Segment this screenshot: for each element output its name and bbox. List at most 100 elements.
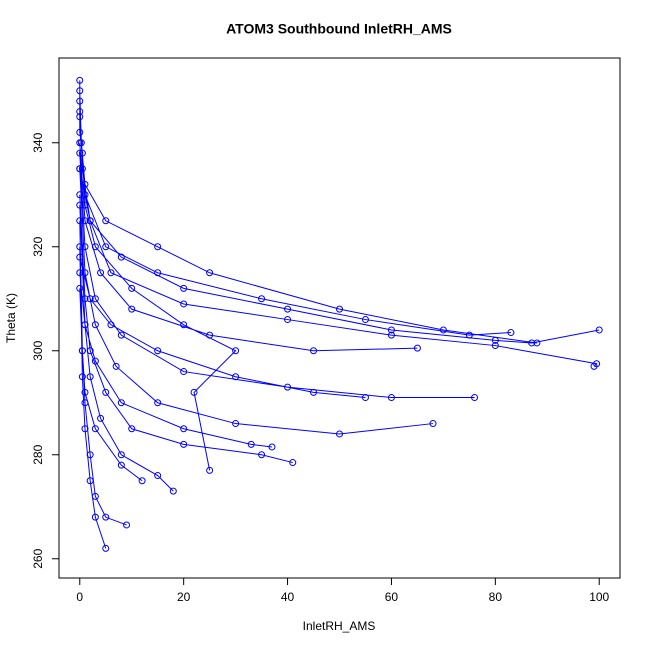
point	[76, 76, 84, 84]
point	[86, 347, 94, 355]
point	[154, 347, 162, 355]
point	[91, 513, 99, 521]
point	[76, 165, 84, 173]
point	[247, 440, 255, 448]
point	[76, 97, 84, 105]
point	[97, 269, 105, 277]
point	[507, 329, 515, 337]
x-tick-label: 80	[489, 590, 503, 604]
point	[117, 451, 125, 459]
point	[107, 269, 115, 277]
point	[336, 305, 343, 313]
point	[76, 87, 84, 95]
point	[81, 295, 89, 303]
point	[533, 339, 541, 347]
point	[112, 362, 120, 370]
point	[232, 373, 240, 381]
point	[76, 113, 84, 121]
point	[102, 544, 110, 552]
x-tick-label: 20	[177, 590, 191, 604]
point	[190, 388, 198, 396]
point	[81, 388, 89, 396]
point	[97, 414, 105, 422]
point	[86, 477, 94, 485]
point	[232, 420, 240, 428]
point	[76, 128, 84, 136]
point	[102, 388, 110, 396]
point	[387, 394, 395, 402]
point	[289, 459, 297, 467]
point	[284, 383, 292, 391]
point	[76, 108, 84, 116]
point	[81, 201, 89, 209]
point	[81, 399, 89, 407]
point	[117, 461, 125, 469]
point	[471, 394, 479, 402]
point	[78, 165, 86, 173]
point	[81, 243, 89, 251]
point	[78, 149, 86, 157]
y-tick-label: 300	[31, 340, 45, 360]
point	[91, 492, 99, 500]
point	[232, 347, 240, 355]
point	[76, 253, 84, 261]
point	[387, 326, 395, 334]
point	[86, 451, 94, 459]
point	[123, 521, 131, 529]
point	[102, 513, 110, 521]
point	[258, 451, 266, 459]
point	[284, 316, 292, 324]
point	[91, 321, 99, 329]
x-tick-label: 40	[281, 590, 295, 604]
point	[413, 344, 421, 352]
point	[76, 284, 84, 292]
point	[91, 295, 99, 303]
point	[465, 331, 473, 339]
point	[310, 388, 318, 396]
y-axis-label: Theta (K)	[4, 293, 18, 343]
point	[154, 269, 162, 277]
point	[429, 420, 437, 428]
point	[491, 336, 499, 344]
point	[81, 321, 89, 329]
point	[154, 472, 162, 480]
point	[169, 487, 177, 495]
chart-title: ATOM3 Southbound InletRH_AMS	[226, 21, 452, 37]
point	[81, 191, 89, 199]
point	[91, 243, 99, 251]
point	[77, 139, 85, 147]
point	[81, 180, 89, 188]
point	[86, 217, 94, 225]
point	[86, 373, 94, 381]
y-tick-label: 280	[31, 444, 45, 464]
y-tick-label: 260	[31, 548, 45, 568]
point	[180, 425, 188, 433]
x-tick-label: 0	[76, 590, 83, 604]
point	[361, 316, 369, 324]
point	[336, 430, 343, 438]
point	[310, 347, 318, 355]
point	[76, 217, 84, 225]
point	[528, 339, 536, 347]
x-tick-label: 60	[385, 590, 399, 604]
point	[76, 243, 84, 251]
point	[595, 326, 603, 334]
x-tick-label: 100	[589, 590, 609, 604]
point	[117, 399, 125, 407]
point	[107, 321, 115, 329]
point	[180, 368, 188, 376]
point	[128, 305, 136, 313]
point	[128, 425, 136, 433]
point	[91, 425, 99, 433]
point	[76, 149, 84, 157]
point	[206, 269, 214, 277]
point	[76, 201, 84, 209]
point	[180, 321, 188, 329]
point	[258, 295, 266, 303]
point	[91, 357, 99, 365]
point	[268, 443, 276, 451]
point	[206, 331, 214, 339]
plot-frame	[58, 57, 621, 579]
point	[180, 284, 188, 292]
